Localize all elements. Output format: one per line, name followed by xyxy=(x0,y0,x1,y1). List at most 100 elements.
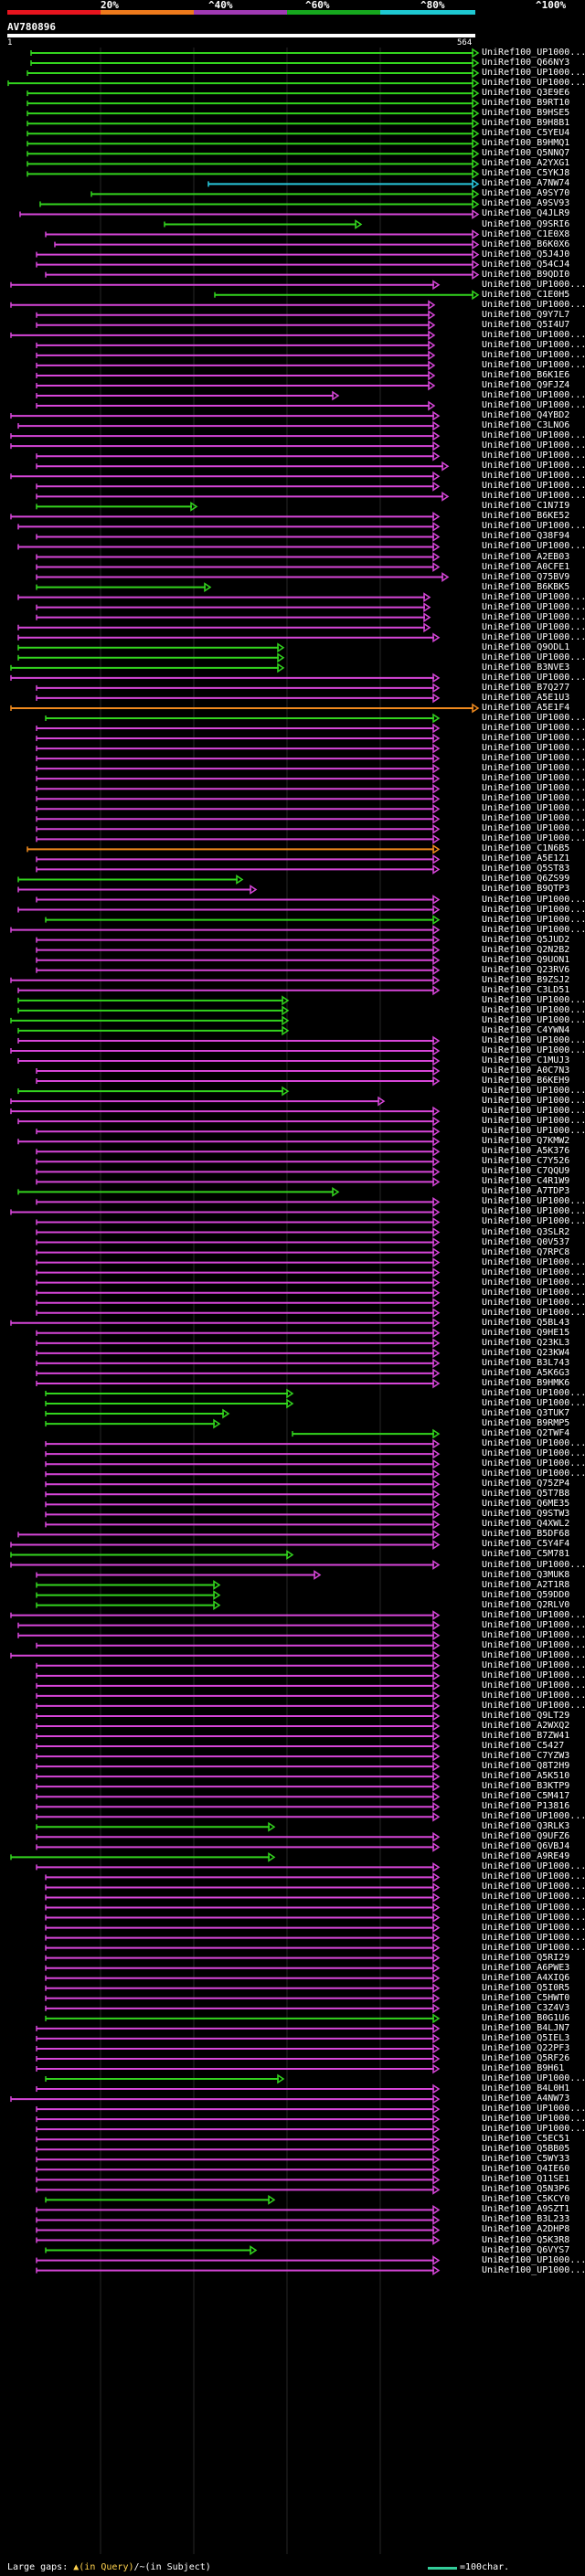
hit-label[interactable]: UniRef100_UP1000... xyxy=(482,743,585,754)
hit-label[interactable]: UniRef100_UP1000... xyxy=(482,1882,585,1892)
hit-label[interactable]: UniRef100_Q9UFZ6 xyxy=(482,1831,570,1842)
hit-label[interactable]: UniRef100_UP1000... xyxy=(482,1086,585,1097)
hit-label[interactable]: UniRef100_UP1000... xyxy=(482,763,585,774)
hit-label[interactable]: UniRef100_Q4XWL2 xyxy=(482,1519,570,1530)
hit-label[interactable]: UniRef100_B6KE52 xyxy=(482,511,570,522)
hit-label[interactable]: UniRef100_UP1000... xyxy=(482,279,585,290)
hit-label[interactable]: UniRef100_UP1000... xyxy=(482,712,585,723)
hit-label[interactable]: UniRef100_UP1000... xyxy=(482,914,585,925)
hit-label[interactable]: UniRef100_UP1000... xyxy=(482,339,585,350)
hit-label[interactable]: UniRef100_Q5ST83 xyxy=(482,864,570,875)
hit-label[interactable]: UniRef100_Q8T2H9 xyxy=(482,1761,570,1772)
hit-label[interactable]: UniRef100_Q5BL43 xyxy=(482,1317,570,1328)
hit-label[interactable]: UniRef100_UP1000... xyxy=(482,1256,585,1267)
hit-label[interactable]: UniRef100_Q5RI29 xyxy=(482,1952,570,1963)
hit-label[interactable]: UniRef100_UP1000... xyxy=(482,631,585,642)
hit-label[interactable]: UniRef100_B3KTP9 xyxy=(482,1781,570,1792)
hit-label[interactable]: UniRef100_Q6VBJ4 xyxy=(482,1841,570,1852)
hit-label[interactable]: UniRef100_UP1000... xyxy=(482,813,585,824)
hit-label[interactable]: UniRef100_UP1000... xyxy=(482,652,585,663)
hit-label[interactable]: UniRef100_UP1000... xyxy=(482,1619,585,1630)
hit-label[interactable]: UniRef100_C5M417 xyxy=(482,1791,570,1802)
hit-label[interactable]: UniRef100_UP1000... xyxy=(482,994,585,1005)
hit-label[interactable]: UniRef100_UP1000... xyxy=(482,1871,585,1882)
hit-label[interactable]: UniRef100_C5KCY0 xyxy=(482,2194,570,2205)
hit-label[interactable]: UniRef100_UP1000... xyxy=(482,924,585,935)
hit-label[interactable]: UniRef100_Q22PF3 xyxy=(482,2042,570,2053)
hit-label[interactable]: UniRef100_Q9UON1 xyxy=(482,954,570,965)
hit-label[interactable]: UniRef100_C5WY33 xyxy=(482,2154,570,2165)
hit-label[interactable]: UniRef100_B7ZW41 xyxy=(482,1731,570,1741)
hit-label[interactable]: UniRef100_UP1000... xyxy=(482,1609,585,1620)
hit-label[interactable]: UniRef100_P13816 xyxy=(482,1801,570,1812)
hit-label[interactable]: UniRef100_Q5N3P6 xyxy=(482,2184,570,2195)
hit-label[interactable]: UniRef100_UP1000... xyxy=(482,521,585,532)
hit-label[interactable]: UniRef100_UP1000... xyxy=(482,823,585,834)
hit-label[interactable]: UniRef100_UP1000... xyxy=(482,491,585,502)
hit-label[interactable]: UniRef100_Q6VYS7 xyxy=(482,2244,570,2255)
hit-label[interactable]: UniRef100_Q54CJ4 xyxy=(482,259,570,270)
hit-label[interactable]: UniRef100_C7QQU9 xyxy=(482,1166,570,1177)
hit-label[interactable]: UniRef100_C1N6B5 xyxy=(482,843,570,854)
hit-label[interactable]: UniRef100_Q4JLR9 xyxy=(482,208,570,219)
hit-label[interactable]: UniRef100_UP1000... xyxy=(482,2254,585,2265)
hit-label[interactable]: UniRef100_UP1000... xyxy=(482,621,585,632)
hit-label[interactable]: UniRef100_Q6ZS99 xyxy=(482,874,570,885)
hit-label[interactable]: UniRef100_B3L233 xyxy=(482,2214,570,2225)
hit-label[interactable]: UniRef100_UP1000... xyxy=(482,1044,585,1055)
hit-label[interactable]: UniRef100_UP1000... xyxy=(482,1811,585,1822)
hit-label[interactable]: UniRef100_A5E1F4 xyxy=(482,702,570,713)
hit-label[interactable]: UniRef100_A2WXQ2 xyxy=(482,1720,570,1731)
hit-label[interactable]: UniRef100_A9RE49 xyxy=(482,1851,570,1862)
hit-label[interactable]: UniRef100_Q9ODL1 xyxy=(482,641,570,652)
hit-label[interactable]: UniRef100_UP1000... xyxy=(482,1448,585,1459)
hit-label[interactable]: UniRef100_Q23KL3 xyxy=(482,1337,570,1348)
hit-label[interactable]: UniRef100_Q2RLV0 xyxy=(482,1599,570,1610)
hit-label[interactable]: UniRef100_UP1000... xyxy=(482,1307,585,1318)
hit-label[interactable]: UniRef100_B9H8B1 xyxy=(482,118,570,129)
hit-label[interactable]: UniRef100_UP1000... xyxy=(482,1680,585,1691)
hit-label[interactable]: UniRef100_UP1000... xyxy=(482,1096,585,1107)
hit-label[interactable]: UniRef100_B6KBK5 xyxy=(482,581,570,592)
hit-label[interactable]: UniRef100_A7NW74 xyxy=(482,178,570,189)
hit-label[interactable]: UniRef100_B6K0X6 xyxy=(482,239,570,249)
hit-label[interactable]: UniRef100_B9H61 xyxy=(482,2063,565,2073)
hit-label[interactable]: UniRef100_Q9LT29 xyxy=(482,1710,570,1721)
hit-label[interactable]: UniRef100_Q3E9E6 xyxy=(482,88,570,99)
hit-label[interactable]: UniRef100_UP1000... xyxy=(482,2124,585,2135)
hit-label[interactable]: UniRef100_A9SY70 xyxy=(482,188,570,199)
hit-label[interactable]: UniRef100_C1MUJ3 xyxy=(482,1055,570,1065)
hit-label[interactable]: UniRef100_UP1000... xyxy=(482,783,585,794)
hit-label[interactable]: UniRef100_UP1000... xyxy=(482,1659,585,1670)
hit-label[interactable]: UniRef100_UP1000... xyxy=(482,672,585,683)
hit-label[interactable]: UniRef100_UP1000... xyxy=(482,601,585,612)
hit-label[interactable]: UniRef100_Q75ZP4 xyxy=(482,1479,570,1489)
hit-label[interactable]: UniRef100_Q7KMW2 xyxy=(482,1136,570,1147)
hit-label[interactable]: UniRef100_A0CFE1 xyxy=(482,561,570,572)
hit-label[interactable]: UniRef100_UP1000... xyxy=(482,803,585,814)
hit-label[interactable]: UniRef100_UP1000... xyxy=(482,591,585,602)
hit-label[interactable]: UniRef100_UP1000... xyxy=(482,430,585,441)
hit-label[interactable]: UniRef100_B9QTP3 xyxy=(482,884,570,895)
hit-label[interactable]: UniRef100_Q23KW4 xyxy=(482,1347,570,1358)
hit-label[interactable]: UniRef100_C3Z4V3 xyxy=(482,2002,570,2013)
hit-label[interactable]: UniRef100_Q7RPC8 xyxy=(482,1246,570,1257)
hit-label[interactable]: UniRef100_UP1000... xyxy=(482,1700,585,1711)
hit-label[interactable]: UniRef100_UP1000... xyxy=(482,329,585,340)
hit-label[interactable]: UniRef100_A5E1Z1 xyxy=(482,853,570,864)
hit-label[interactable]: UniRef100_UP1000... xyxy=(482,1649,585,1660)
hit-label[interactable]: UniRef100_UP1000... xyxy=(482,1438,585,1449)
hit-label[interactable]: UniRef100_UP1000... xyxy=(482,1932,585,1943)
hit-label[interactable]: UniRef100_UP1000... xyxy=(482,733,585,744)
hit-label[interactable]: UniRef100_C4R1W9 xyxy=(482,1176,570,1187)
hit-label[interactable]: UniRef100_Q3MUK8 xyxy=(482,1569,570,1580)
hit-label[interactable]: UniRef100_UP1000... xyxy=(482,773,585,784)
hit-label[interactable]: UniRef100_A2EB03 xyxy=(482,551,570,562)
hit-label[interactable]: UniRef100_UP1000... xyxy=(482,1034,585,1045)
hit-label[interactable]: UniRef100_A4NW73 xyxy=(482,2094,570,2104)
hit-label[interactable]: UniRef100_UP1000... xyxy=(482,894,585,905)
hit-label[interactable]: UniRef100_A5K510 xyxy=(482,1771,570,1782)
hit-label[interactable]: UniRef100_UP1000... xyxy=(482,1387,585,1398)
hit-label[interactable]: UniRef100_Q9Y7L7 xyxy=(482,309,570,320)
hit-label[interactable]: UniRef100_Q2N2B2 xyxy=(482,944,570,955)
